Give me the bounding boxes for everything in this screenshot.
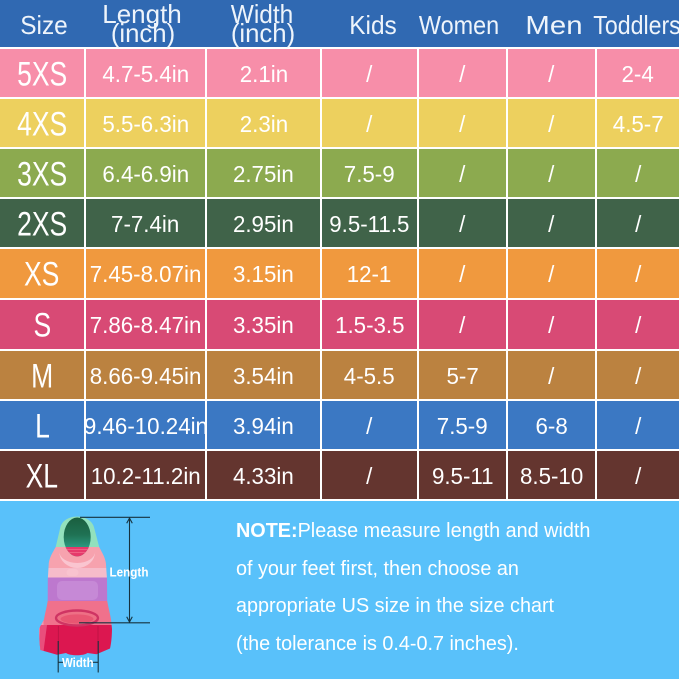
- svg-text:Length: Length: [110, 565, 149, 580]
- svg-text:Width: Width: [62, 655, 94, 670]
